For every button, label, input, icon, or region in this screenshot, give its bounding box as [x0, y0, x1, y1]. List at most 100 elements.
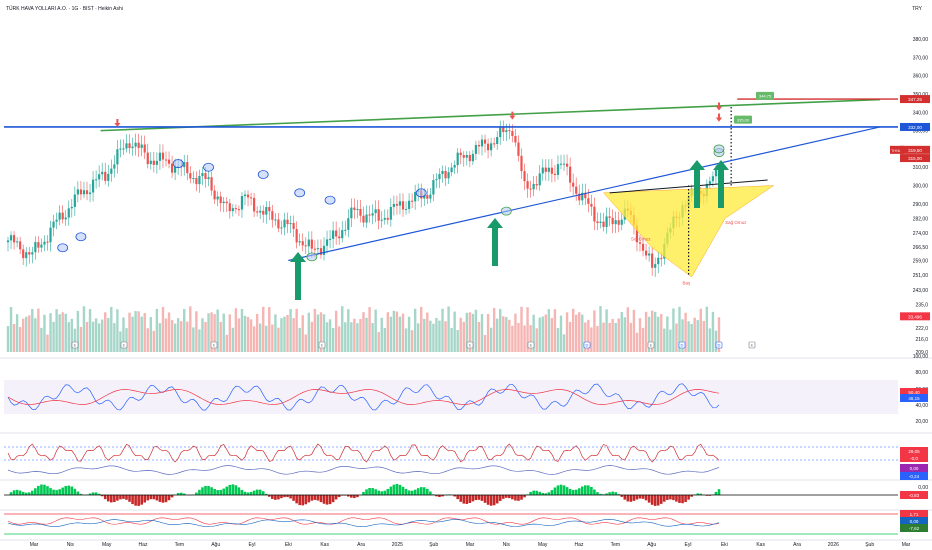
candle-body — [344, 229, 347, 231]
momentum-bar — [632, 495, 636, 501]
momentum-bar — [103, 495, 107, 500]
volume-bar — [158, 323, 162, 352]
candle-body — [480, 139, 484, 147]
price-tick-label: 300,00 — [913, 184, 929, 190]
momentum-bar — [489, 495, 493, 506]
volume-bar — [85, 321, 89, 352]
volume-bar — [183, 308, 186, 352]
momentum-bar — [501, 495, 505, 499]
momentum-bar — [520, 495, 523, 500]
volume-bar — [492, 308, 496, 352]
momentum-bar — [356, 495, 359, 498]
momentum-bar — [714, 491, 718, 495]
candle-body — [271, 211, 274, 220]
momentum-bar — [696, 493, 700, 495]
candle-body — [654, 264, 657, 268]
volume-bar — [693, 317, 696, 352]
candle-body — [325, 239, 329, 246]
momentum-bar — [395, 484, 399, 495]
volume-bar — [149, 317, 153, 352]
volume-bar — [407, 316, 411, 352]
candle-body — [246, 194, 250, 198]
candle-body — [471, 153, 474, 162]
volume-bar — [423, 318, 426, 352]
momentum-bar — [517, 495, 520, 501]
momentum-bar — [353, 495, 356, 499]
price-tick-label: 266,50 — [913, 245, 929, 251]
volume-bar — [520, 306, 523, 352]
momentum-bar — [441, 495, 444, 497]
momentum-bar — [675, 495, 678, 502]
candle-body — [711, 176, 715, 182]
volume-bar — [702, 320, 706, 352]
candle-body — [660, 257, 663, 259]
candle-body — [644, 250, 648, 256]
volume-bar — [398, 316, 402, 352]
candle-body — [578, 193, 581, 201]
volume-bar — [310, 321, 314, 352]
momentum-bar — [222, 488, 226, 495]
time-tick-label: Şub — [865, 542, 874, 548]
candle-body — [611, 217, 614, 225]
volume-tag: 33,496 — [908, 314, 922, 319]
price-tick-label: 251,00 — [913, 273, 929, 279]
candle-body — [362, 215, 365, 223]
candle-body — [301, 241, 304, 246]
price-tick-label: 310,00 — [913, 165, 929, 171]
momentum-bar — [492, 495, 496, 506]
volume-bar — [113, 323, 116, 352]
volume-bar — [638, 318, 642, 352]
volume-bar — [456, 330, 459, 352]
volume-bar — [25, 316, 28, 352]
candle-body — [714, 169, 718, 177]
candle-body — [91, 179, 95, 193]
momentum-bar — [462, 495, 466, 504]
momentum-bar — [659, 495, 663, 504]
candle-body — [389, 206, 392, 220]
momentum-bar — [690, 495, 693, 497]
momentum-bar — [131, 495, 134, 505]
volume-bar — [110, 307, 113, 352]
momentum-bar — [268, 495, 271, 497]
volume-bar — [678, 306, 681, 352]
volume-bar — [334, 310, 338, 352]
momentum-bar — [152, 495, 156, 500]
price-tick-label: 222,0 — [915, 326, 928, 332]
candle-body — [201, 173, 204, 176]
event-marker-label: E — [751, 343, 754, 348]
indicator-value-bg — [900, 447, 928, 455]
volume-bar — [401, 313, 405, 352]
momentum-bar — [158, 495, 162, 502]
volume-bar — [243, 315, 247, 352]
volume-bar — [82, 306, 86, 352]
volume-bar — [590, 327, 593, 352]
volume-bar — [502, 316, 505, 352]
candle-body — [249, 197, 253, 199]
momentum-bar — [155, 495, 159, 501]
momentum-bar — [547, 492, 551, 495]
candle-body — [438, 174, 441, 180]
momentum-bar — [611, 491, 614, 495]
volume-bar — [225, 334, 228, 352]
volume-bar — [480, 314, 484, 352]
momentum-bar — [119, 495, 122, 500]
momentum-bar — [684, 495, 687, 503]
momentum-bar — [514, 495, 517, 501]
time-tick-label: Ağu — [647, 542, 656, 548]
volume-bar — [544, 314, 548, 352]
volume-bar — [21, 318, 25, 352]
touch-marker — [203, 162, 214, 172]
momentum-bar — [307, 495, 311, 503]
momentum-bar — [429, 491, 432, 495]
candle-body — [477, 145, 481, 147]
volume-bar — [383, 327, 386, 352]
momentum-bar — [21, 491, 25, 495]
touch-marker — [75, 232, 87, 242]
volume-bar — [107, 318, 110, 352]
candle-body — [152, 160, 155, 165]
last-price-tag-bg — [900, 145, 930, 154]
volume-bar — [94, 318, 98, 352]
candle-body — [198, 175, 201, 185]
momentum-bar — [322, 495, 326, 504]
